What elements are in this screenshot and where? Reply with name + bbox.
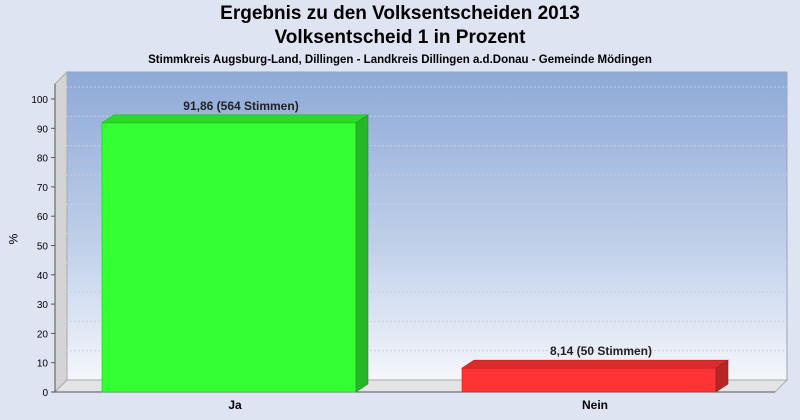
x-tick-label: Ja bbox=[228, 398, 242, 412]
x-tick-label: Nein bbox=[582, 398, 608, 412]
gridline bbox=[54, 233, 787, 246]
data-label: 8,14 (50 Stimmen) bbox=[550, 344, 652, 358]
y-tick-label: 80 bbox=[37, 154, 49, 165]
gridline bbox=[54, 115, 787, 129]
bar-nein bbox=[461, 359, 729, 393]
bar-top bbox=[101, 114, 369, 124]
gridline bbox=[54, 262, 787, 276]
y-tick-label: 0 bbox=[42, 388, 48, 399]
y-tick-label: 50 bbox=[37, 242, 49, 253]
bar-front bbox=[461, 367, 717, 393]
bar-ja bbox=[101, 114, 369, 393]
bar-front bbox=[101, 122, 357, 393]
bar-side bbox=[715, 359, 729, 393]
gridline bbox=[54, 291, 787, 305]
gridline bbox=[54, 174, 787, 188]
gridline bbox=[54, 145, 787, 158]
y-tick-label: 100 bbox=[31, 95, 48, 106]
y-tick-label: 10 bbox=[37, 359, 49, 370]
y-tick-label: 90 bbox=[37, 124, 49, 135]
plot-side-wall bbox=[54, 70, 68, 394]
data-label: 91,86 (564 Stimmen) bbox=[183, 99, 298, 113]
y-tick-label: 30 bbox=[37, 300, 49, 311]
y-tick-label: 40 bbox=[37, 271, 49, 282]
gridline bbox=[54, 320, 787, 334]
bar-top bbox=[461, 359, 729, 369]
gridline bbox=[54, 350, 787, 364]
chart-title: Ergebnis zu den Volksentscheiden 2013 bbox=[220, 3, 580, 24]
y-tick-label: 20 bbox=[37, 329, 49, 340]
y-tick-label: 70 bbox=[37, 183, 49, 194]
bar-side bbox=[355, 114, 369, 393]
gridline bbox=[54, 86, 787, 100]
chart-subtitle: Stimmkreis Augsburg-Land, Dillingen - La… bbox=[148, 54, 652, 66]
y-tick-label: 60 bbox=[37, 212, 49, 223]
gridline bbox=[54, 203, 787, 217]
chart-title-secondary: Volksentscheid 1 in Prozent bbox=[274, 27, 526, 48]
